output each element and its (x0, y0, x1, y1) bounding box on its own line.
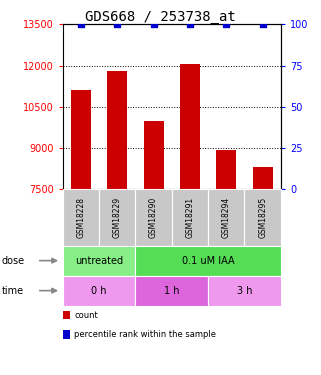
Point (115, 21, 120, 27)
Text: dose: dose (2, 256, 25, 266)
Bar (107, 71, 127, 189)
Text: count: count (74, 310, 98, 320)
Point (151, 21, 156, 27)
Bar (216, 150, 236, 189)
Text: percentile rank within the sample: percentile rank within the sample (74, 330, 216, 339)
Text: GSM18228: GSM18228 (76, 197, 85, 238)
Point (224, 21, 229, 27)
Text: 0 h: 0 h (91, 286, 107, 296)
Text: GSM18290: GSM18290 (149, 197, 158, 238)
Text: GSM18291: GSM18291 (186, 197, 195, 238)
Point (78, 21, 83, 27)
Bar (143, 121, 163, 189)
Bar (253, 167, 273, 189)
Text: time: time (2, 286, 24, 296)
Bar (71, 90, 91, 189)
Text: GSM18295: GSM18295 (258, 197, 267, 238)
Text: 3 h: 3 h (237, 286, 252, 296)
Text: 0.1 uM IAA: 0.1 uM IAA (182, 256, 234, 266)
Text: GSM18294: GSM18294 (222, 197, 231, 238)
Bar (180, 64, 200, 189)
Point (260, 21, 265, 27)
Point (187, 21, 193, 27)
Text: GDS668 / 253738_at: GDS668 / 253738_at (85, 10, 236, 24)
Text: 1 h: 1 h (164, 286, 179, 296)
Text: GSM18229: GSM18229 (113, 197, 122, 238)
Text: untreated: untreated (75, 256, 123, 266)
